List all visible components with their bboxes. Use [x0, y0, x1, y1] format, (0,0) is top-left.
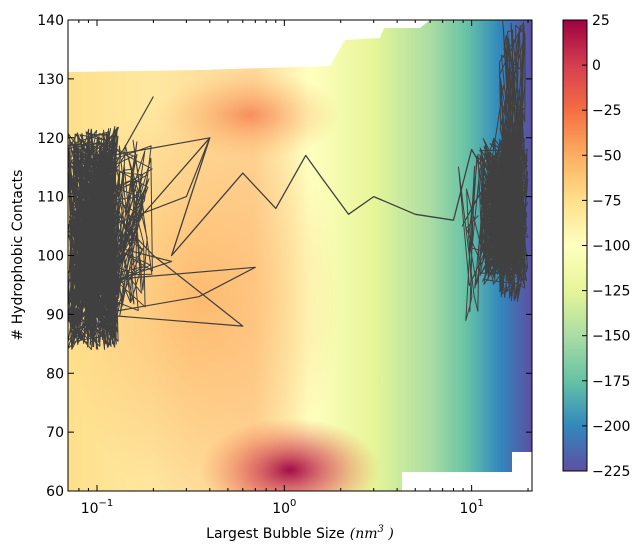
colorbar-tick-label: −150	[592, 329, 630, 345]
x-tick-label: 10−1	[81, 498, 114, 517]
y-tick-label: 140	[37, 13, 64, 29]
y-tick-label: 130	[37, 72, 64, 88]
y-axis: 60 70 80 90 100 110 120 130 140	[37, 13, 532, 500]
y-tick-label: 100	[37, 249, 64, 265]
y-tick-label: 110	[37, 190, 64, 206]
y-axis-label: # Hydrophobic Contacts	[10, 170, 26, 341]
colorbar-ticks: 25 0 −25 −50 −75 −100 −125 −150 −175 −200 −225	[582, 13, 630, 480]
colorbar-tick-label: −50	[592, 148, 622, 164]
y-tick-label: 120	[37, 131, 64, 147]
colorbar-tick-label: −25	[592, 103, 622, 119]
trajectory-path	[68, 125, 153, 350]
colorbar-tick-label: −125	[592, 284, 630, 300]
heatmap-white-corner-right	[512, 452, 532, 491]
colorbar-tick-label: −200	[592, 419, 630, 435]
colorbar-tick-label: −225	[592, 464, 630, 480]
x-axis-label: Largest Bubble Size (nm3 )	[206, 524, 394, 542]
trajectory-lines	[68, 20, 529, 350]
trajectory-path	[458, 20, 529, 321]
colorbar-tick-label: 25	[592, 13, 610, 29]
x-tick-label: 101	[460, 498, 484, 517]
trajectory-path	[78, 137, 521, 286]
y-tick-label: 70	[46, 425, 64, 441]
x-tick-label: 100	[272, 498, 296, 517]
colorbar-tick-label: 0	[592, 58, 601, 74]
y-tick-label: 60	[46, 484, 64, 500]
colorbar-tick-label: −75	[592, 193, 622, 209]
y-tick-label: 80	[46, 366, 64, 382]
x-axis: 10−1 100 101	[67, 20, 529, 517]
colorbar-tick-label: −175	[592, 374, 630, 390]
x-axis-unit-base: nm	[355, 526, 377, 542]
colorbar-tick-label: −100	[592, 239, 630, 255]
heatmap	[68, 20, 532, 491]
x-axis-unit-exp: 3	[378, 524, 384, 535]
heatmap-white-corner	[402, 472, 532, 491]
y-tick-label: 90	[46, 307, 64, 323]
trajectory-path	[78, 96, 256, 327]
x-axis-label-text: Largest Bubble Size	[206, 526, 345, 542]
